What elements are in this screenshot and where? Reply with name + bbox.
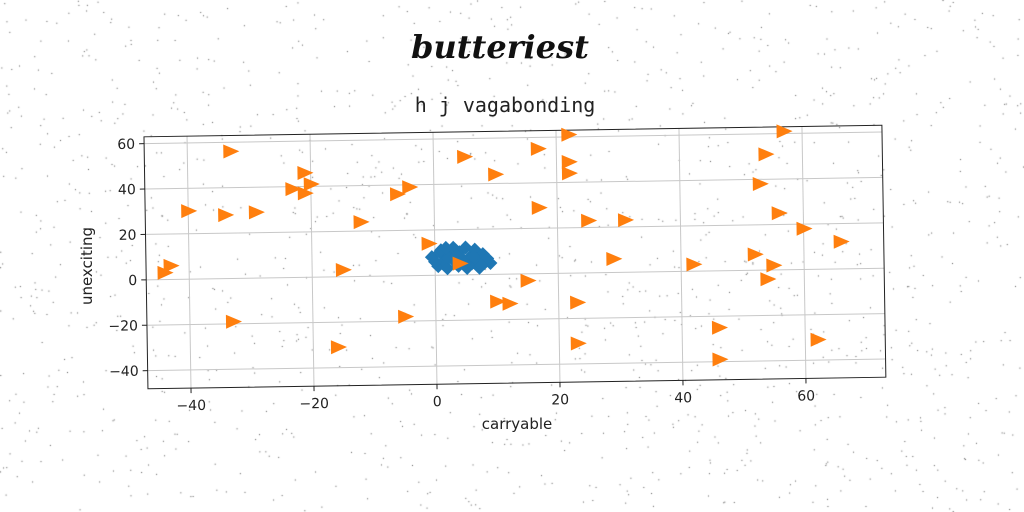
triangle-point [810,332,827,347]
x-gridline [801,126,807,379]
triangle-point [421,236,438,251]
triangle-point [157,265,174,280]
x-tick-label: 40 [674,390,692,406]
triangle-point [248,205,265,220]
triangle-point [335,263,352,278]
diamond-point [438,240,453,255]
y-tick-label: −20 [108,318,138,334]
triangle-point [766,258,783,273]
x-gridline [678,128,684,381]
triangle-point [502,296,519,311]
triangle-point [530,141,547,156]
triangle-point [488,167,505,182]
triangle-point [303,177,320,192]
triangle-point [353,215,370,230]
y-tick-label: 60 [117,137,135,153]
triangle-point [297,186,314,201]
y-tick-label: 20 [119,228,137,244]
x-axis-label: carryable [482,415,553,433]
y-tick-label: −40 [109,364,139,380]
x-tick-label: 60 [797,388,815,404]
triangle-point [402,180,419,195]
plot-area: −40 −20 0 20 40 60 60 40 20 0 −20 −40 [108,124,887,414]
y-gridline [144,131,883,145]
y-gridline [146,313,885,326]
triangle-point [181,204,198,219]
triangle-point [218,208,235,223]
diamond-point [474,258,489,273]
plot-frame [143,124,887,390]
x-tick-label: 0 [433,394,442,410]
x-gridline [555,130,561,383]
x-tick-label: −40 [176,398,206,414]
triangle-point [225,314,243,329]
diamond-point [458,240,473,255]
triangle-point [297,166,314,180]
chart-title: h j vagabonding [414,93,596,117]
triangle-point [796,221,813,236]
y-gridline [145,222,884,235]
y-gridline [147,358,886,372]
triangle-point [330,340,347,355]
triangle-point [758,147,775,162]
x-tick-label: −20 [299,396,329,412]
triangle-point [531,200,548,215]
triangle-point [561,155,578,170]
triangle-point [776,124,793,139]
triangle-point [223,144,240,159]
figure-suptitle: butteriest [411,28,589,66]
x-gridline [309,134,315,387]
y-gridline [146,267,885,281]
y-tick-label: 40 [118,182,136,198]
triangle-point [452,256,469,271]
y-tick-label: 0 [128,273,137,289]
triangle-point [520,273,537,288]
triangle-point [771,206,788,221]
triangle-point [581,213,598,228]
triangle-point [285,182,302,197]
triangle-point [606,251,623,266]
triangle-point [163,258,180,273]
triangle-point [457,149,474,164]
triangle-point [760,272,777,287]
diamond-point [440,261,455,276]
triangle-point [389,187,407,202]
triangle-point [617,213,635,228]
triangle-point [561,166,578,181]
triangle-point [833,234,850,249]
triangle-point [490,294,507,309]
diamond-point [466,249,481,264]
triangle-point [747,247,764,262]
y-gridline [144,176,883,190]
triangle-point [570,336,587,351]
triangle-point [752,177,769,192]
triangle-point [711,320,729,335]
triangle-point [398,309,415,324]
triangle-point [570,295,587,310]
diamond-point [428,254,443,269]
triangle-point [561,127,578,142]
y-axis-label: unexciting [78,227,96,305]
triangle-point [686,257,703,272]
x-gridline [186,136,192,389]
x-tick-label: 20 [551,392,569,408]
triangle-point [712,352,729,367]
